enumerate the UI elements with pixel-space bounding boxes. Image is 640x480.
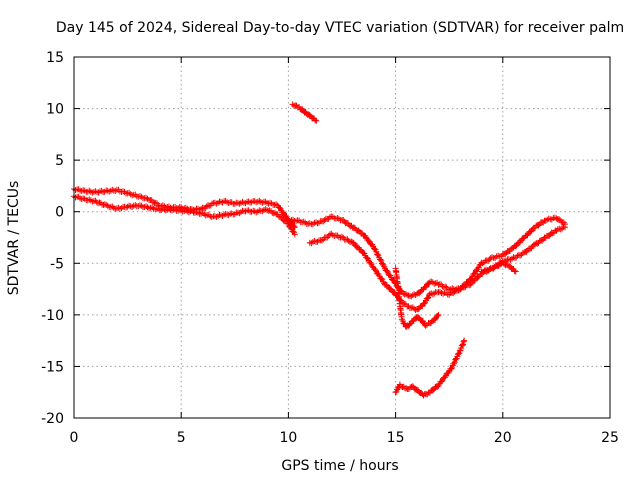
y-tick-label: -10 [41,308,64,324]
data-point-markers [306,223,568,313]
data-segment [289,101,320,124]
y-tick-label: 15 [46,50,64,66]
y-axis-label: SDTVAR / TECUs [6,181,22,296]
data-points [71,101,568,399]
y-tick-label: 0 [55,205,64,221]
data-segment [306,223,568,313]
x-axis-label: GPS time / hours [281,458,398,474]
x-tick-label: 10 [279,430,297,446]
axis-ticks [73,56,611,419]
x-tick-label: 20 [494,430,512,446]
data-point-markers [289,101,320,124]
y-tick-label: 10 [46,102,64,118]
data-segment [478,259,519,275]
grid [74,57,610,418]
chart-title: Day 145 of 2024, Sidereal Day-to-day VTE… [56,20,624,36]
plot-frame [73,56,611,419]
x-tick-label: 25 [601,430,619,446]
y-tick-labels: -20 -15 -10 -5 0 5 10 15 [41,50,64,427]
y-tick-label: -5 [50,256,64,272]
x-tick-label: 0 [70,430,79,446]
data-point-markers [285,213,568,300]
x-tick-label: 15 [387,430,405,446]
y-tick-label: 5 [55,153,64,169]
data-segment [285,213,568,300]
data-point-markers [392,265,442,330]
data-segment [392,265,442,330]
data-point-markers [478,259,519,275]
x-tick-label: 5 [177,430,186,446]
data-segment [392,337,468,399]
y-tick-label: -15 [41,359,64,375]
x-tick-labels: 0 5 10 15 20 25 [70,430,619,446]
data-point-markers [392,337,468,399]
y-tick-label: -20 [41,411,64,427]
